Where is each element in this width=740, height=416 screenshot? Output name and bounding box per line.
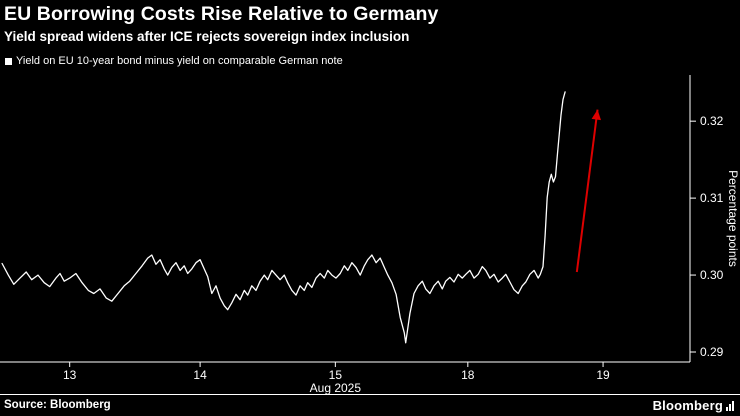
x-axis-title: Aug 2025 bbox=[310, 381, 362, 395]
y-tick-label: 0.30 bbox=[700, 268, 724, 282]
footer: Source: Bloomberg Bloomberg bbox=[0, 394, 740, 415]
legend: Yield on EU 10-year bond minus yield on … bbox=[5, 55, 343, 67]
x-tick-label: 18 bbox=[461, 368, 475, 382]
page-subtitle: Yield spread widens after ICE rejects so… bbox=[4, 29, 410, 44]
y-axis-title: Percentage points bbox=[726, 170, 740, 267]
y-tick-label: 0.31 bbox=[700, 191, 724, 205]
page-title: EU Borrowing Costs Rise Relative to Germ… bbox=[4, 3, 439, 25]
x-tick-label: 14 bbox=[193, 368, 207, 382]
bloomberg-logo-text: Bloomberg bbox=[652, 397, 723, 413]
spread-line-series bbox=[1, 91, 566, 344]
bar-chart-icon bbox=[726, 400, 734, 413]
x-tick-label: 19 bbox=[596, 368, 610, 382]
bloomberg-logo: Bloomberg bbox=[653, 398, 734, 413]
annotation-arrowhead-icon bbox=[591, 109, 601, 121]
legend-label: Yield on EU 10-year bond minus yield on … bbox=[16, 55, 343, 67]
y-tick-label: 0.32 bbox=[700, 114, 724, 128]
x-tick-label: 13 bbox=[63, 368, 77, 382]
x-tick-label: 15 bbox=[329, 368, 343, 382]
legend-swatch-icon bbox=[5, 57, 12, 65]
source-label: Source: Bloomberg bbox=[4, 399, 111, 411]
y-tick-label: 0.29 bbox=[700, 345, 724, 359]
annotation-arrow-shaft bbox=[575, 109, 599, 273]
